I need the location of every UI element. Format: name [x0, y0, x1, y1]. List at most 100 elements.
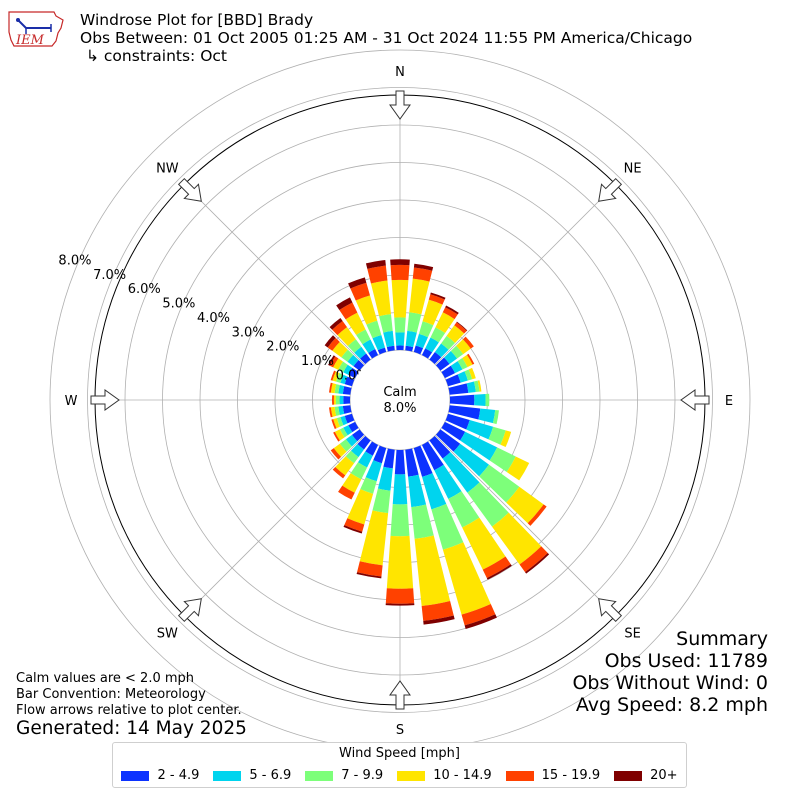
windrose-bar-segment — [444, 350, 458, 364]
calm-value: 8.0% — [383, 401, 416, 416]
windrose-bar-segment — [412, 267, 433, 282]
windrose-bar-segment — [450, 361, 463, 374]
windrose-bar-segment — [377, 466, 393, 491]
windrose-bar-segment — [383, 330, 395, 348]
windrose-bar-segment — [413, 263, 434, 271]
windrose-bar-segment — [356, 572, 382, 579]
windrose-bar-segment — [454, 322, 467, 334]
radial-tick-labels: 0.0%1.0%2.0%3.0%4.0%5.0%6.0%7.0%8.0% — [58, 254, 368, 384]
windrose-bar-segment — [350, 462, 368, 480]
calm-label: Calm — [383, 385, 416, 400]
windrose-bar-segment — [333, 431, 340, 442]
windrose-bar-segment — [360, 353, 371, 365]
windrose-bar-segment — [345, 434, 358, 447]
windrose-bar-segment — [421, 348, 433, 359]
windrose-bar-segment — [435, 312, 455, 334]
windrose-bar-segment — [330, 448, 342, 460]
windrose-bar-segment — [334, 406, 340, 416]
windrose-bar-segment — [330, 370, 336, 381]
windrose-bar-segment — [370, 280, 391, 317]
windrose-bar-segment — [343, 525, 363, 534]
windrose-bar-segment — [366, 320, 382, 339]
windrose-bar-segment — [428, 294, 445, 305]
windrose-bar-segment — [462, 354, 473, 368]
radial-tick-label: 6.0% — [128, 282, 161, 297]
compass-label: S — [396, 723, 404, 738]
legend-item: 20+ — [614, 768, 678, 783]
grid-ring — [87, 87, 713, 713]
windrose-bar-segment — [473, 380, 480, 393]
windrose-bar-segment — [489, 447, 516, 472]
windrose-bar-segment — [342, 473, 362, 493]
summary-heading: Summary — [676, 628, 768, 650]
windrose-bar-segment — [339, 302, 358, 320]
windrose-bar-segment — [405, 345, 414, 352]
windrose-bar-segment — [442, 307, 458, 320]
grid-spoke — [184, 435, 365, 616]
windrose-bar-segment — [327, 337, 340, 351]
compass-label: E — [725, 394, 733, 409]
calm-note: Calm values are < 2.0 mph — [16, 671, 195, 686]
windrose-bar-segment — [332, 466, 346, 479]
windrose-bar-segment — [360, 477, 377, 494]
windrose-bar-segment — [525, 553, 550, 574]
chart-subtitle: Obs Between: 01 Oct 2005 01:25 AM - 31 O… — [80, 29, 693, 47]
constraints-text: ↳ constraints: Oct — [86, 47, 227, 65]
windrose-bar-segment — [343, 364, 353, 375]
windrose-bar-segment — [343, 425, 353, 436]
windrose-bar-segment — [336, 372, 344, 383]
windrose-bar-segment — [367, 265, 388, 284]
radial-tick-label: 2.0% — [266, 340, 299, 355]
windrose-bar-segment — [441, 421, 466, 441]
windrose-bar-segment — [333, 358, 344, 370]
windrose-bar-segment — [425, 337, 439, 353]
windrose-bar-segment — [338, 385, 345, 394]
windrose-bar-segment — [453, 443, 489, 477]
compass-label: NW — [156, 161, 179, 176]
windrose-bar-segment — [347, 354, 359, 367]
windrose-bar-segment — [421, 441, 444, 471]
windrose-bar-segment — [434, 343, 449, 358]
windrose-bar-segment — [357, 561, 383, 577]
windrose-bars — [324, 259, 550, 630]
windrose-bar-segment — [342, 386, 352, 395]
windrose-bar-segment — [491, 512, 542, 565]
legend: Wind Speed [mph] 2 - 4.9 5 - 6.9 7 - 9.9 10… — [112, 742, 687, 788]
windrose-bar-segment — [441, 365, 456, 379]
windrose-bar-segment — [337, 327, 356, 346]
windrose-bar-segment — [466, 381, 476, 393]
windrose-bar-segment — [385, 603, 415, 606]
windrose-bar-segment — [335, 395, 340, 405]
windrose-bar-segment — [456, 321, 468, 331]
windrose-bar-segment — [334, 429, 345, 441]
flow-note: Flow arrows relative to plot center. — [16, 703, 242, 718]
windrose-bar-segment — [343, 396, 351, 404]
obs-without-wind: Obs Without Wind: 0 — [572, 672, 768, 694]
compass-label: N — [395, 65, 405, 80]
flow-arrow-icon — [598, 598, 623, 623]
windrose-bar-segment — [435, 429, 461, 452]
legend-item: 7 - 9.9 — [305, 768, 383, 783]
windrose-bar-segment — [373, 445, 387, 464]
flow-arrow-icon — [389, 90, 411, 120]
legend-label: 5 - 6.9 — [249, 768, 292, 783]
windrose-bar-segment — [324, 335, 336, 348]
windrose-bar-segment — [342, 405, 352, 414]
windrose-bar-segment — [359, 510, 389, 566]
windrose-bar-segment — [445, 413, 470, 430]
windrose-bar-segment — [333, 418, 340, 429]
windrose-bar-segment — [457, 357, 468, 370]
windrose-bar-segment — [329, 382, 333, 393]
windrose-bar-segment — [345, 312, 366, 335]
windrose-bar-segment — [330, 383, 337, 394]
windrose-bar-segment — [347, 489, 374, 525]
windrose-bar-segment — [339, 395, 344, 405]
windrose-bar-segment — [431, 503, 464, 550]
windrose-bar-segment — [506, 486, 544, 524]
legend-item: 2 - 4.9 — [121, 768, 199, 783]
windrose-bar-segment — [348, 421, 359, 433]
summary-block: Summary Obs Used: 11789 Obs Without Wind… — [572, 628, 768, 716]
windrose-bar-segment — [485, 393, 490, 407]
grid-spoke — [435, 435, 616, 616]
windrose-bar-segment — [332, 321, 348, 336]
